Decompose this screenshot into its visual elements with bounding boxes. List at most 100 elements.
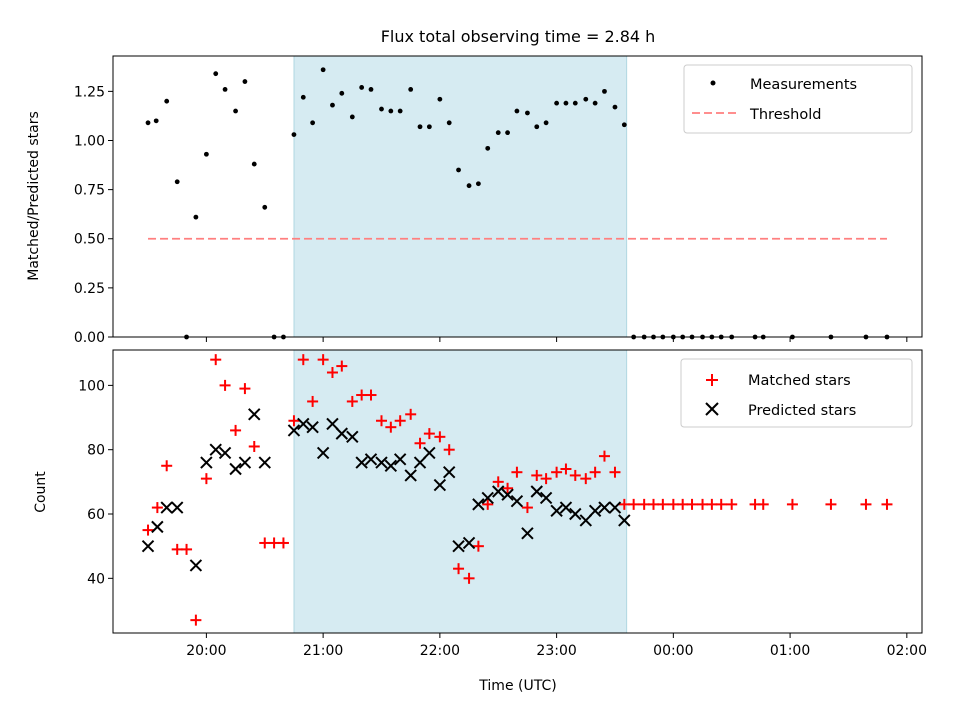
matched-star-point [365, 389, 377, 401]
predicted-star-point [530, 485, 543, 498]
matched-star-point [336, 360, 348, 372]
predicted-star-point [200, 456, 213, 469]
measurement-point [426, 124, 432, 130]
matched-star-point [423, 428, 435, 440]
matched-star-point [239, 383, 251, 395]
matched-star-point [171, 543, 183, 555]
predicted-star-point [423, 446, 436, 460]
legend-predicted-marker [705, 402, 719, 416]
bottom-y-tick-label: 100 [78, 378, 105, 394]
top-y-tick-label: 1.25 [74, 84, 105, 100]
legend-measurements-label: Measurements [750, 77, 857, 93]
measurement-point [466, 183, 472, 189]
measurement-point [417, 124, 423, 130]
bottom-legend-box [680, 358, 913, 428]
top-y-axis-label: Matched/Predicted stars [26, 111, 42, 281]
measurement-point [525, 110, 530, 116]
bottom-axes-frame [112, 349, 923, 634]
matched-star-point [453, 563, 465, 575]
predicted-star-point [452, 539, 465, 553]
matched-star-point [628, 498, 640, 510]
measurement-point [330, 102, 335, 108]
predicted-star-point [598, 501, 611, 514]
matched-star-point [677, 498, 689, 510]
matched-star-point [405, 408, 417, 420]
top-y-tick-label: 0.25 [74, 281, 105, 297]
predicted-star-point [355, 456, 368, 469]
legend-matched-label: Matched stars [748, 373, 851, 389]
predicted-star-point [375, 456, 388, 469]
top-y-ticks: 0.00 0.25 0.50 0.75 1.00 1.25 [74, 84, 113, 346]
x-tick-label: 23:00 [536, 643, 576, 659]
x-tick-label: 01:00 [770, 643, 810, 659]
predicted-star-point [393, 453, 407, 466]
predicted-star-point [160, 501, 173, 514]
matched-star-point [346, 395, 358, 407]
measurement-point [563, 100, 569, 106]
matched-star-point [825, 498, 837, 510]
measurement-point [379, 106, 384, 112]
matched-star-point [443, 444, 455, 456]
predicted-star-point [618, 514, 631, 527]
matched-star-point [667, 498, 679, 510]
measurement-point [583, 96, 589, 102]
predicted-star-point [472, 498, 485, 511]
predicted-star-point [521, 527, 534, 540]
predicted-star-point [501, 488, 514, 501]
predicted-star-point [404, 469, 417, 482]
predicted-star-point [189, 559, 203, 572]
matched-star-point [618, 498, 630, 510]
measurement-point [193, 214, 199, 220]
measurement-point [291, 132, 297, 138]
measurement-point [300, 94, 306, 100]
predicted-star-point [462, 536, 476, 550]
matched-star-point [161, 460, 173, 472]
top-x-ticks [205, 337, 908, 342]
matched-star-point [151, 502, 163, 514]
matched-star-point [598, 450, 610, 462]
measurement-point [621, 122, 627, 128]
matched-star-point [511, 466, 523, 478]
predicted-star-point [141, 539, 155, 553]
top-axes-frame [112, 55, 923, 338]
predicted-star-point [238, 456, 252, 469]
predicted-star-point [335, 427, 349, 440]
bottom-x-ticks: 20:00 21:00 22:00 23:00 00:00 01:00 02:00 [186, 633, 927, 659]
matched-star-point [580, 473, 592, 485]
predicted-star-point [579, 514, 592, 527]
matched-star-point [472, 540, 484, 552]
matched-star-point [385, 421, 397, 433]
matched-star-point [317, 354, 329, 366]
matched-star-point [609, 466, 621, 478]
bottom-y-tick-label: 60 [87, 507, 105, 523]
measurement-point [368, 87, 374, 92]
measurement-point [349, 114, 355, 120]
bottom-y-tick-label: 80 [87, 443, 105, 459]
predicted-star-point [316, 446, 330, 460]
matched-star-point [142, 524, 154, 536]
matched-star-point [521, 502, 533, 514]
predicted-star-point [384, 459, 398, 472]
matched-star-point [326, 367, 338, 379]
matched-star-point [463, 572, 475, 584]
matched-star-point [560, 463, 572, 475]
predicted-star-point [559, 501, 573, 514]
matched-star-point [277, 537, 289, 549]
bottom-x-axis-label: Time (UTC) [478, 678, 556, 694]
matched-star-point [482, 498, 494, 510]
measurement-point [495, 130, 501, 136]
matched-star-point [786, 498, 798, 510]
predicted-star-point [151, 520, 164, 534]
matched-star-point [706, 498, 718, 510]
predicted-star-point [287, 424, 301, 437]
matched-star-point [268, 537, 280, 549]
matched-star-point [569, 469, 581, 481]
measurement-point [251, 161, 257, 167]
measurement-point [602, 88, 607, 94]
measurement-point [388, 108, 394, 114]
matched-star-point [860, 498, 872, 510]
matched-star-point [297, 354, 309, 366]
matched-star-point [531, 469, 543, 481]
matched-star-point [210, 354, 222, 366]
measurement-point [437, 96, 443, 102]
